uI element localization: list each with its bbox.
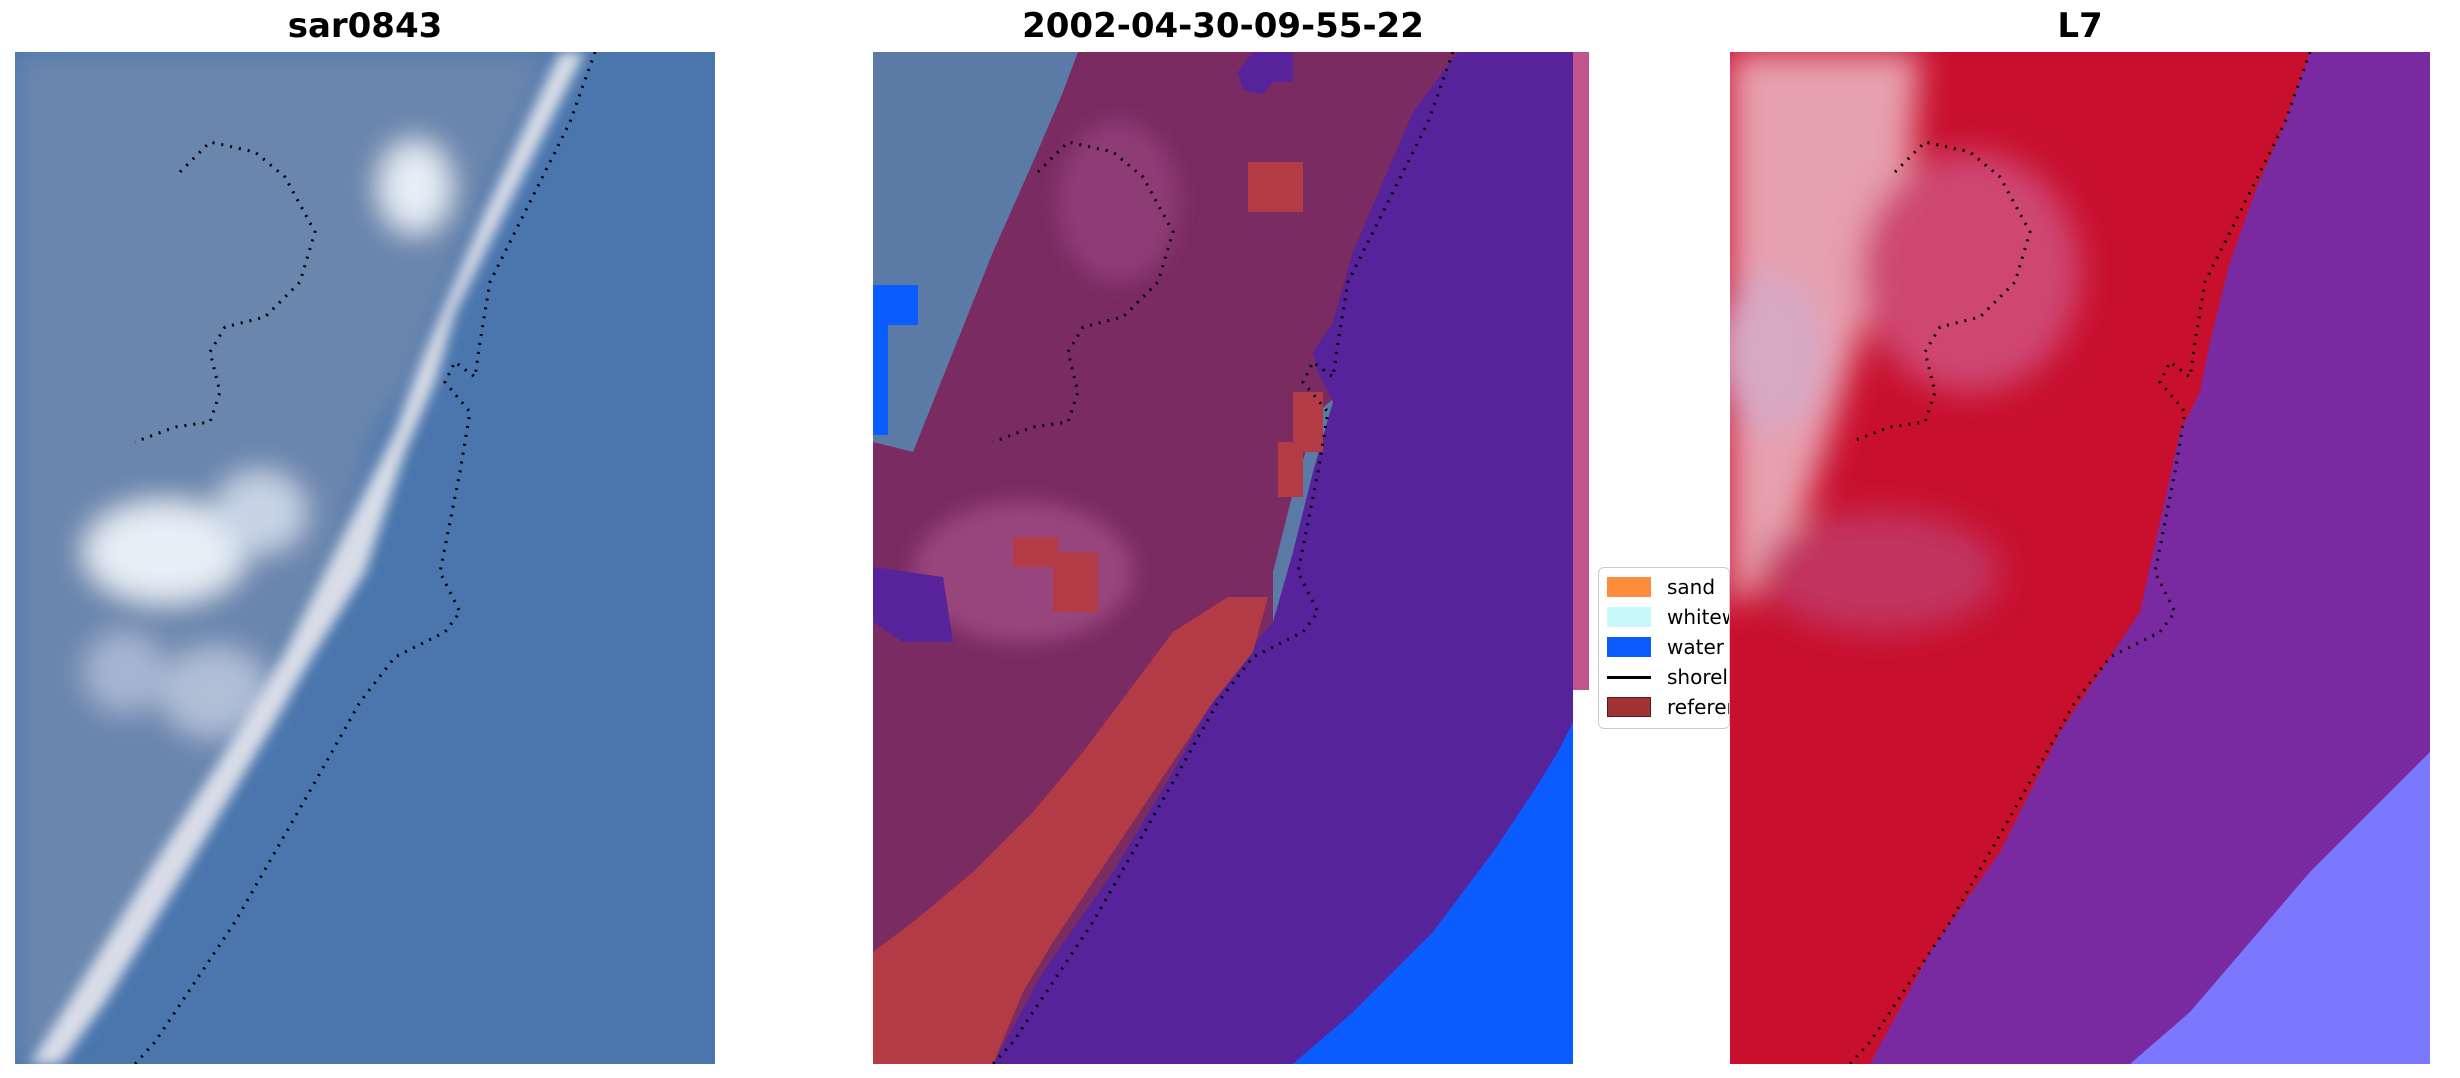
legend-line-shoreline — [1607, 675, 1651, 679]
probability-panel — [1730, 52, 2430, 1064]
panel-title-probability: L7 — [2057, 6, 2103, 46]
cloud — [85, 502, 245, 602]
legend-label: water — [1667, 635, 1724, 659]
legend-item-sand: sand — [1607, 575, 1716, 599]
legend-item-water: water — [1607, 635, 1724, 659]
water-overlay-patch — [1238, 52, 1293, 94]
cloud — [380, 142, 450, 232]
probability-pink-zone — [1760, 512, 2000, 632]
water-overlay-patch — [873, 567, 953, 642]
probability-bluish-zone — [1730, 272, 1825, 432]
reference-buffer — [873, 597, 1268, 1064]
legend-swatch-reference — [1607, 697, 1651, 717]
shoreline-dots — [991, 52, 1455, 1064]
class-water-blue — [873, 285, 918, 325]
classification-panel — [873, 52, 1573, 1064]
class-water-overlay — [993, 52, 1573, 1064]
class-water-blue — [1293, 722, 1573, 1064]
cloud — [85, 632, 165, 712]
class-water-blue — [873, 325, 888, 435]
legend-label: sand — [1667, 575, 1716, 599]
bright-land-tint — [1058, 122, 1178, 282]
legend-item-shoreline: shoreline — [1607, 665, 1729, 689]
probability-light-purple — [2130, 752, 2430, 1064]
legend-swatch-sand — [1607, 577, 1651, 597]
classification-edge-strip — [1573, 52, 1589, 690]
rgb-image-panel — [15, 52, 715, 1064]
land-area — [15, 52, 555, 1064]
beach-strip — [30, 52, 585, 1064]
reference-buffer-patch — [1248, 162, 1303, 212]
legend-swatch-water — [1607, 637, 1651, 657]
legend-item-reference: reference shoreline buffer — [1607, 695, 1729, 719]
panel-title-classification: 2002-04-30-09-55-22 — [1022, 6, 1424, 46]
cloud — [215, 472, 305, 552]
legend-swatch-whitewater — [1607, 607, 1651, 627]
reference-buffer-patch — [1053, 552, 1098, 612]
reference-buffer-patch — [1278, 442, 1303, 497]
legend-label: reference shoreline buffer — [1667, 695, 1729, 719]
class-land-overlay — [873, 52, 1458, 1064]
shoreline-dots — [133, 52, 597, 1064]
legend-label: shoreline — [1667, 665, 1729, 689]
shoreline-dots — [1848, 52, 2312, 1064]
reference-buffer-patch — [1013, 537, 1058, 567]
cloud — [160, 647, 270, 737]
panel-title-rgb: sar0843 — [287, 6, 443, 46]
probability-light-area — [1730, 52, 1920, 612]
probability-pink-zone — [1860, 152, 2080, 392]
